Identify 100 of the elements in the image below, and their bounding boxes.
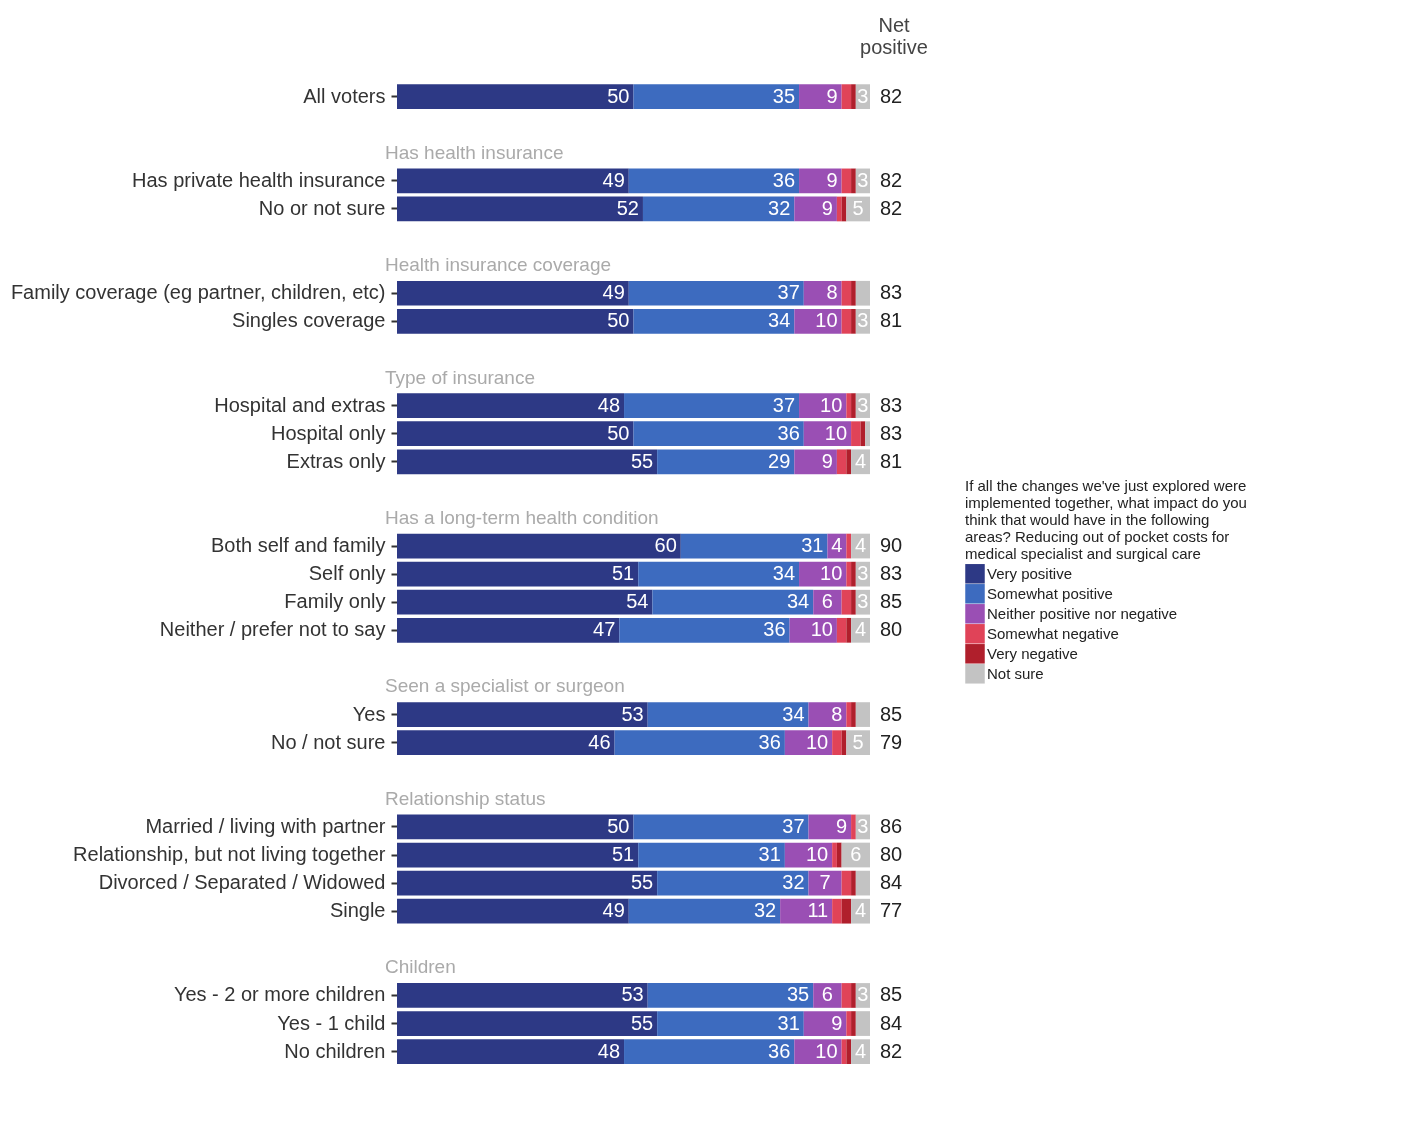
text: 82 <box>880 196 903 219</box>
data-label: 46 <box>588 730 611 753</box>
text: 86 <box>880 814 903 837</box>
y-tick-label: Family only <box>284 590 386 613</box>
data-label: 54 <box>626 590 649 613</box>
data-label: 10 <box>805 730 829 753</box>
data-label: 55 <box>630 449 654 472</box>
data-label: 53 <box>621 983 644 1006</box>
data-label: 34 <box>782 702 805 725</box>
text: 82 <box>880 1039 903 1062</box>
data-label: 55 <box>630 1011 654 1034</box>
legend-label: Very negative <box>987 644 1078 662</box>
data-label: 53 <box>621 702 644 725</box>
data-label: 3 <box>857 309 869 332</box>
data-label: 10 <box>805 843 829 866</box>
text: 82 <box>880 84 903 107</box>
data-label: 34 <box>772 562 796 585</box>
data-label: 47 <box>593 618 616 641</box>
y-tick-label: No children <box>284 1039 386 1062</box>
text: 84 <box>880 871 903 894</box>
data-label: 10 <box>810 618 833 641</box>
data-label: 11 <box>807 899 829 922</box>
y-tick-label: Self only <box>308 562 386 585</box>
data-label: 49 <box>602 168 625 191</box>
data-label: 52 <box>616 196 639 219</box>
y-tick-label: All voters <box>303 84 386 107</box>
y-tick-label: No / not sure <box>270 730 386 753</box>
data-label: 37 <box>777 281 800 304</box>
legend-label: Somewhat negative <box>987 624 1119 642</box>
data-label: 4 <box>854 449 867 472</box>
text: 85 <box>880 983 903 1006</box>
data-label: 36 <box>777 421 800 444</box>
annotation: Has a long-term health condition <box>385 506 659 528</box>
text: 90 <box>880 534 903 557</box>
text: 85 <box>880 702 903 725</box>
data-label: 32 <box>753 899 777 922</box>
data-label: 10 <box>820 562 843 585</box>
data-label: 60 <box>654 534 677 557</box>
y-tick-label: Extras only <box>286 449 386 472</box>
data-label: 4 <box>854 534 867 557</box>
data-label: 3 <box>857 84 869 107</box>
data-label: 6 <box>821 590 833 613</box>
legend-label: Not sure <box>987 664 1044 682</box>
annotation: Relationship status <box>385 787 546 809</box>
y-tick-label: No or not sure <box>258 196 386 219</box>
y-tick-label: Family coverage (eg partner, children, etc) <box>10 281 386 304</box>
data-label: 31 <box>801 534 824 557</box>
text: 81 <box>880 309 903 332</box>
legend-label: Very positive <box>987 564 1073 582</box>
data-label: 6 <box>821 983 833 1006</box>
data-label: 10 <box>824 421 848 444</box>
y-tick-label: Yes <box>352 702 386 725</box>
data-label: 36 <box>768 1039 791 1062</box>
data-label: 34 <box>786 590 810 613</box>
data-label: 32 <box>768 196 791 219</box>
data-label: 3 <box>857 168 869 191</box>
data-label: 10 <box>815 1039 838 1062</box>
data-label: 9 <box>826 84 838 107</box>
data-label: 37 <box>782 814 805 837</box>
annotation: Type of insurance <box>385 366 535 388</box>
data-label: 4 <box>831 534 843 557</box>
text: 83 <box>880 421 903 444</box>
data-label: 48 <box>597 393 621 416</box>
data-label: 6 <box>850 843 862 866</box>
data-label: 51 <box>611 843 635 866</box>
y-tick-label: Hospital and extras <box>214 393 386 416</box>
y-tick-label: Neither / prefer not to say <box>159 618 386 641</box>
data-label: 9 <box>826 168 838 191</box>
text: 83 <box>880 281 903 304</box>
y-tick-label: Yes - 2 or more children <box>173 983 386 1006</box>
data-label: 9 <box>835 814 848 837</box>
data-label: 29 <box>768 449 791 472</box>
data-label: 36 <box>763 618 786 641</box>
text: 83 <box>880 393 903 416</box>
data-label: 5 <box>852 730 864 753</box>
text: 80 <box>880 618 903 641</box>
data-label: 31 <box>758 843 781 866</box>
data-label: 35 <box>772 84 796 107</box>
data-label: 50 <box>607 309 630 332</box>
data-label: 3 <box>857 562 869 585</box>
data-label: 51 <box>611 562 635 585</box>
legend-label: Neither positive nor negative <box>987 604 1178 622</box>
data-label: 49 <box>602 899 625 922</box>
data-label: 8 <box>831 702 843 725</box>
y-tick-label: Both self and family <box>210 534 386 557</box>
data-label: 55 <box>630 871 654 894</box>
data-label: 31 <box>777 1011 800 1034</box>
data-label: 36 <box>772 168 796 191</box>
text: 80 <box>880 843 903 866</box>
data-label: 7 <box>819 871 831 894</box>
text: 85 <box>880 590 903 613</box>
data-label: 32 <box>782 871 805 894</box>
annotation: Children <box>385 956 456 978</box>
data-label: 9 <box>821 196 833 219</box>
y-tick-label: Single <box>329 899 386 922</box>
annotation: Has health insurance <box>385 141 564 163</box>
data-label: 9 <box>831 1011 843 1034</box>
text: 77 <box>880 899 903 922</box>
data-label: 34 <box>768 309 791 332</box>
data-label: 50 <box>607 421 630 444</box>
